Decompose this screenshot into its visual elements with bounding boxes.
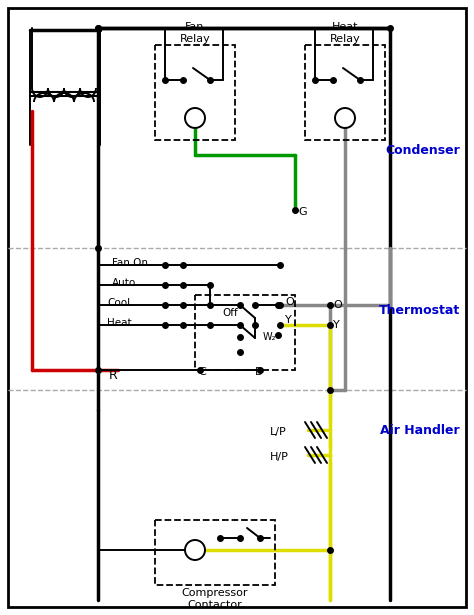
Text: Cool: Cool [107, 298, 130, 308]
Bar [155, 45, 235, 140]
Bar [305, 45, 385, 140]
Text: O: O [285, 297, 294, 307]
Text: O: O [333, 300, 342, 310]
Text: Air Handler: Air Handler [380, 424, 460, 437]
Text: Y: Y [285, 315, 292, 325]
Text: R: R [109, 368, 118, 381]
Text: Relay: Relay [329, 34, 360, 44]
Text: Thermostat: Thermostat [379, 303, 460, 317]
Text: Contactor: Contactor [188, 600, 242, 610]
Text: Compressor: Compressor [182, 588, 248, 598]
Text: Auto: Auto [112, 278, 136, 288]
Text: L/P: L/P [270, 427, 287, 437]
Text: C: C [198, 367, 206, 377]
Text: Fan On: Fan On [112, 258, 148, 268]
Text: G: G [298, 207, 307, 217]
Text: Condenser: Condenser [385, 143, 460, 156]
Text: Heat: Heat [107, 318, 132, 328]
Text: Fan: Fan [185, 22, 205, 32]
Text: W₂: W₂ [263, 332, 276, 342]
Text: Y: Y [333, 320, 340, 330]
Text: H/P: H/P [270, 452, 289, 462]
Text: Heat: Heat [332, 22, 358, 32]
Text: Relay: Relay [180, 34, 210, 44]
Bar [155, 520, 275, 585]
Text: B: B [255, 367, 263, 377]
Bar [195, 295, 295, 370]
Text: Off: Off [222, 308, 238, 318]
